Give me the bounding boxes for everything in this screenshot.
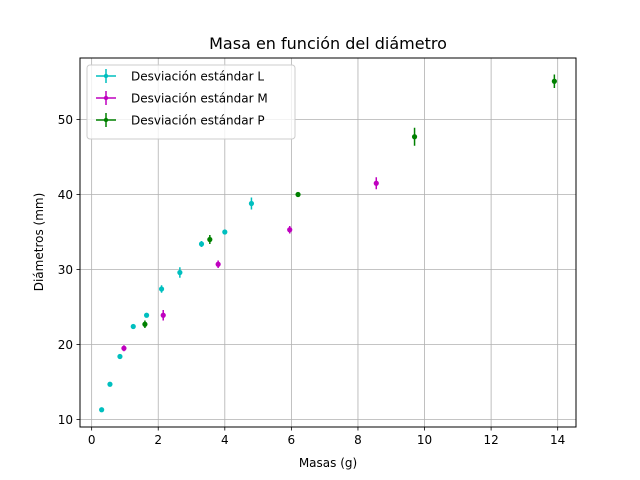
data-point [117, 353, 123, 360]
x-tick-label: 12 [483, 433, 498, 447]
x-axis-label: Masas (g) [299, 456, 357, 470]
data-point [158, 286, 165, 292]
data-point [121, 345, 127, 351]
legend-marker-dot [103, 73, 109, 79]
y-tick-label: 30 [58, 263, 73, 277]
data-point [222, 229, 228, 235]
data-point [411, 134, 418, 140]
y-tick-label: 50 [58, 113, 73, 127]
data-point [99, 407, 105, 413]
data-point [295, 191, 301, 198]
x-tick-label: 6 [288, 433, 296, 447]
legend-marker-dot [103, 95, 109, 101]
legend-label: Desviación estándar M [131, 92, 268, 106]
data-point [177, 269, 183, 276]
chart-title: Masa en función del diámetro [209, 34, 447, 53]
data-point [107, 381, 113, 387]
legend-label: Desviación estándar L [131, 70, 264, 84]
x-tick-label: 14 [550, 433, 565, 447]
x-tick-label: 2 [154, 433, 162, 447]
data-point [215, 261, 221, 267]
x-tick-label: 4 [221, 433, 229, 447]
data-point [248, 200, 255, 207]
data-point [287, 227, 293, 233]
y-tick-label: 10 [58, 413, 73, 427]
y-tick-label: 40 [58, 188, 73, 202]
legend-label: Desviación estándar P [131, 114, 265, 128]
legend: Desviación estándar L Desviación estándar… [86, 64, 296, 140]
data-point [142, 321, 148, 327]
x-tick-label: 0 [88, 433, 96, 447]
data-marks [99, 74, 557, 413]
plot-frame [79, 57, 577, 428]
y-tick-label: 20 [58, 338, 73, 352]
data-point [160, 312, 166, 318]
x-tick-label: 10 [417, 433, 432, 447]
data-point [207, 236, 213, 243]
data-point [373, 180, 379, 186]
y-axis-label: Diámetros (mm) [32, 193, 46, 292]
legend-marker-dot [103, 117, 109, 123]
legend-box [86, 64, 296, 140]
data-point [198, 241, 205, 247]
data-point [551, 78, 557, 84]
data-point [130, 323, 136, 330]
x-tick-label: 8 [354, 433, 362, 447]
axis-ticks: 0 2 4 6 8 10 12 14 10 20 30 40 50 [58, 113, 566, 447]
data-point [143, 312, 150, 318]
